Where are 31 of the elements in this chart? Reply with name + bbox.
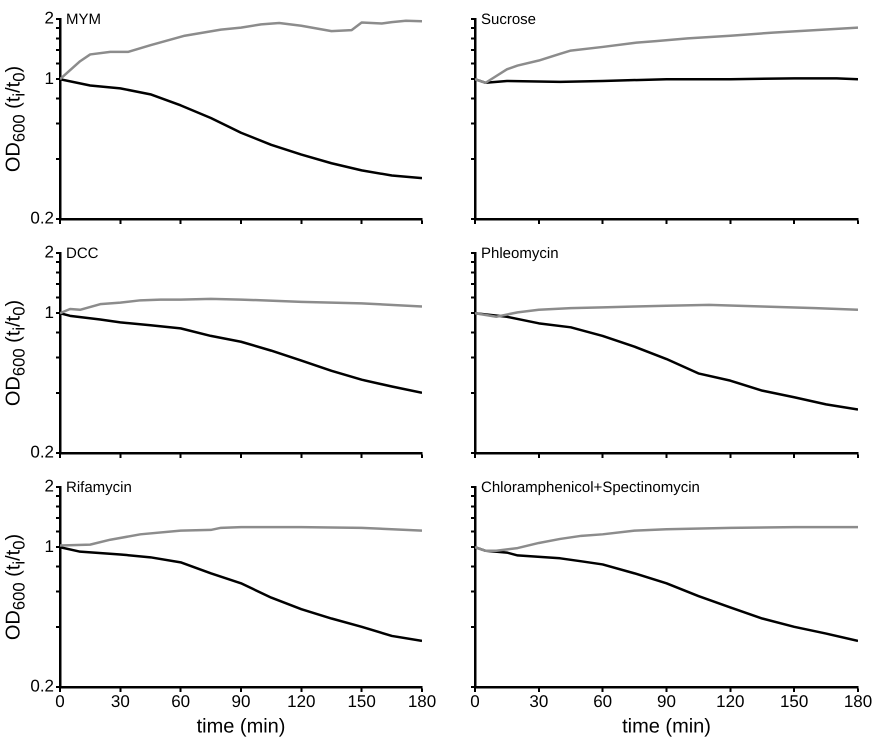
y-tick-label: 2 (44, 8, 54, 28)
x-tick-label: 90 (232, 692, 250, 711)
x-tick-label: 150 (347, 692, 376, 711)
y-tick-label: 0.2 (30, 208, 54, 228)
chart-title: Chloramphenicol+Spectinomycin (481, 479, 700, 496)
x-axis-title: time (min) (622, 716, 711, 738)
x-tick-label: 60 (171, 692, 190, 711)
x-tick-label: 120 (287, 692, 316, 711)
x-axis-title: time (min) (196, 716, 286, 738)
x-tick-label: 30 (110, 692, 130, 711)
chart-title: Rifamycin (66, 479, 132, 496)
chart-title: DCC (66, 245, 99, 262)
y-tick-label: 1 (44, 302, 54, 322)
y-tick-label: 0.2 (30, 676, 54, 696)
x-tick-label: 150 (780, 692, 808, 711)
y-tick-label: 1 (44, 68, 54, 88)
chart-title: Phleomycin (481, 245, 559, 262)
x-tick-label: 0 (55, 692, 65, 711)
chart-title: MYM (66, 11, 101, 28)
x-tick-label: 180 (844, 692, 872, 711)
y-tick-label: 1 (44, 536, 54, 556)
x-tick-label: 0 (470, 692, 480, 711)
x-tick-label: 60 (593, 692, 612, 711)
y-tick-label: 2 (44, 476, 54, 496)
x-tick-label: 180 (408, 692, 436, 711)
y-tick-label: 0.2 (30, 442, 54, 462)
x-tick-label: 30 (529, 692, 548, 711)
x-tick-label: 120 (716, 692, 745, 711)
chart-title: Sucrose (481, 11, 536, 28)
y-tick-label: 2 (44, 242, 54, 262)
x-tick-label: 90 (657, 692, 676, 711)
